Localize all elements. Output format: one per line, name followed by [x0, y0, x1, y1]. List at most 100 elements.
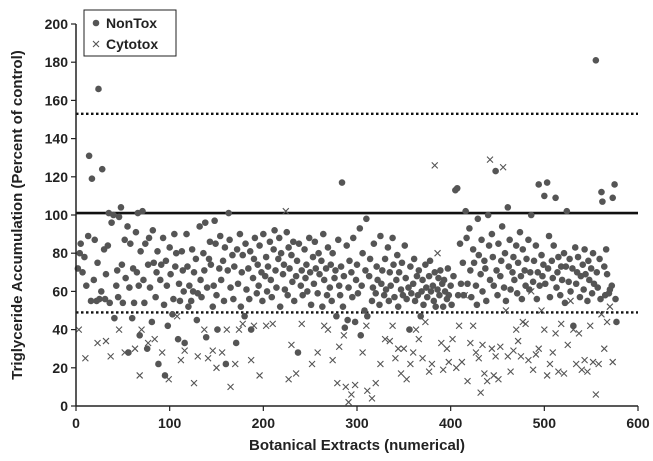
nontox-point [378, 267, 386, 274]
nontox-point [519, 246, 527, 253]
cytotox-point [543, 372, 551, 379]
nontox-point [518, 295, 526, 303]
nontox-point [609, 194, 617, 202]
nontox-point [436, 291, 443, 299]
nontox-point [216, 232, 224, 240]
cytotox-point [314, 349, 322, 356]
nontox-point [363, 215, 370, 223]
x-tick-label: 200 [252, 415, 276, 431]
cytotox-point [603, 318, 611, 326]
nontox-point [544, 265, 552, 272]
nontox-point [127, 240, 134, 247]
nontox-point [94, 259, 101, 267]
nontox-point [90, 276, 98, 284]
cytotox-point [204, 354, 212, 362]
nontox-point [126, 284, 133, 291]
cytotox-point [472, 349, 480, 356]
nontox-point [454, 291, 462, 299]
cytotox-point [600, 345, 608, 353]
nontox-point [423, 284, 430, 291]
nontox-point [613, 318, 620, 326]
nontox-point [469, 246, 477, 253]
nontox-point [314, 290, 321, 297]
nontox-point [579, 261, 587, 268]
nontox-point [612, 295, 619, 303]
nontox-point [382, 286, 390, 293]
nontox-point [349, 293, 356, 301]
cytotox-point [363, 387, 371, 395]
cytotox-point [409, 349, 417, 356]
nontox-point [213, 291, 220, 299]
nontox-point [588, 290, 596, 297]
nontox-point [315, 249, 322, 257]
nontox-point [316, 270, 323, 278]
nontox-point [581, 246, 588, 253]
nontox-point [488, 230, 496, 238]
nontox-point [511, 276, 518, 284]
nontox-point [402, 274, 410, 282]
x-tick-label: 500 [533, 415, 557, 431]
x-axis-title: Botanical Extracts (numerical) [249, 437, 465, 454]
nontox-point [608, 282, 616, 289]
nontox-point [157, 261, 165, 268]
nontox-point [532, 242, 540, 249]
nontox-point [338, 179, 346, 186]
cytotox-point [522, 320, 529, 328]
nontox-point [290, 297, 298, 305]
nontox-point [534, 269, 542, 276]
cytotox-point [269, 320, 277, 328]
nontox-point [576, 293, 584, 301]
cytotox-point [502, 307, 510, 314]
nontox-point [331, 274, 338, 282]
nontox-point [185, 303, 192, 310]
nontox-point [565, 278, 572, 286]
cytotox-point [392, 354, 399, 362]
nontox-point [124, 223, 131, 230]
cytotox-point [368, 394, 376, 402]
cytotox-point [389, 322, 396, 330]
nontox-point [600, 263, 608, 270]
nontox-point [88, 175, 96, 183]
nontox-point [362, 267, 369, 274]
nontox-point [140, 276, 147, 284]
nontox-point [426, 257, 434, 265]
nontox-point [381, 255, 389, 263]
nontox-point [566, 255, 573, 263]
nontox-point [429, 282, 437, 289]
nontox-point [334, 236, 342, 244]
nontox-point [472, 282, 480, 289]
nontox-point [357, 332, 365, 339]
nontox-point [128, 314, 136, 322]
cytotox-point [235, 326, 243, 333]
cytotox-point [213, 364, 220, 372]
nontox-point [498, 223, 506, 230]
nontox-point [91, 236, 99, 244]
nontox-point [410, 255, 418, 263]
nontox-point [118, 261, 126, 268]
cytotox-point [407, 360, 414, 368]
nontox-point [310, 280, 318, 288]
cytotox-point [340, 331, 348, 339]
nontox-point [387, 282, 395, 289]
y-tick-label: 20 [52, 360, 68, 376]
nontox-point [201, 267, 208, 274]
nontox-point [470, 259, 478, 267]
cytotox-point [461, 291, 469, 299]
nontox-point [323, 291, 331, 299]
cytotox-point [564, 341, 572, 349]
cytotox-point [466, 339, 474, 347]
nontox-point [467, 267, 474, 274]
cytotox-point [421, 318, 429, 326]
nontox-point [556, 291, 564, 299]
nontox-point [157, 276, 164, 284]
cytotox-point [397, 370, 405, 377]
nontox-point [115, 213, 123, 221]
nontox-point [172, 249, 180, 257]
cytotox-point [586, 322, 594, 330]
cytotox-point [292, 370, 300, 377]
nontox-point [384, 244, 392, 251]
nontox-point [370, 240, 378, 247]
y-tick-label: 100 [45, 207, 69, 223]
nontox-point [155, 360, 162, 368]
nontox-point [592, 56, 600, 64]
